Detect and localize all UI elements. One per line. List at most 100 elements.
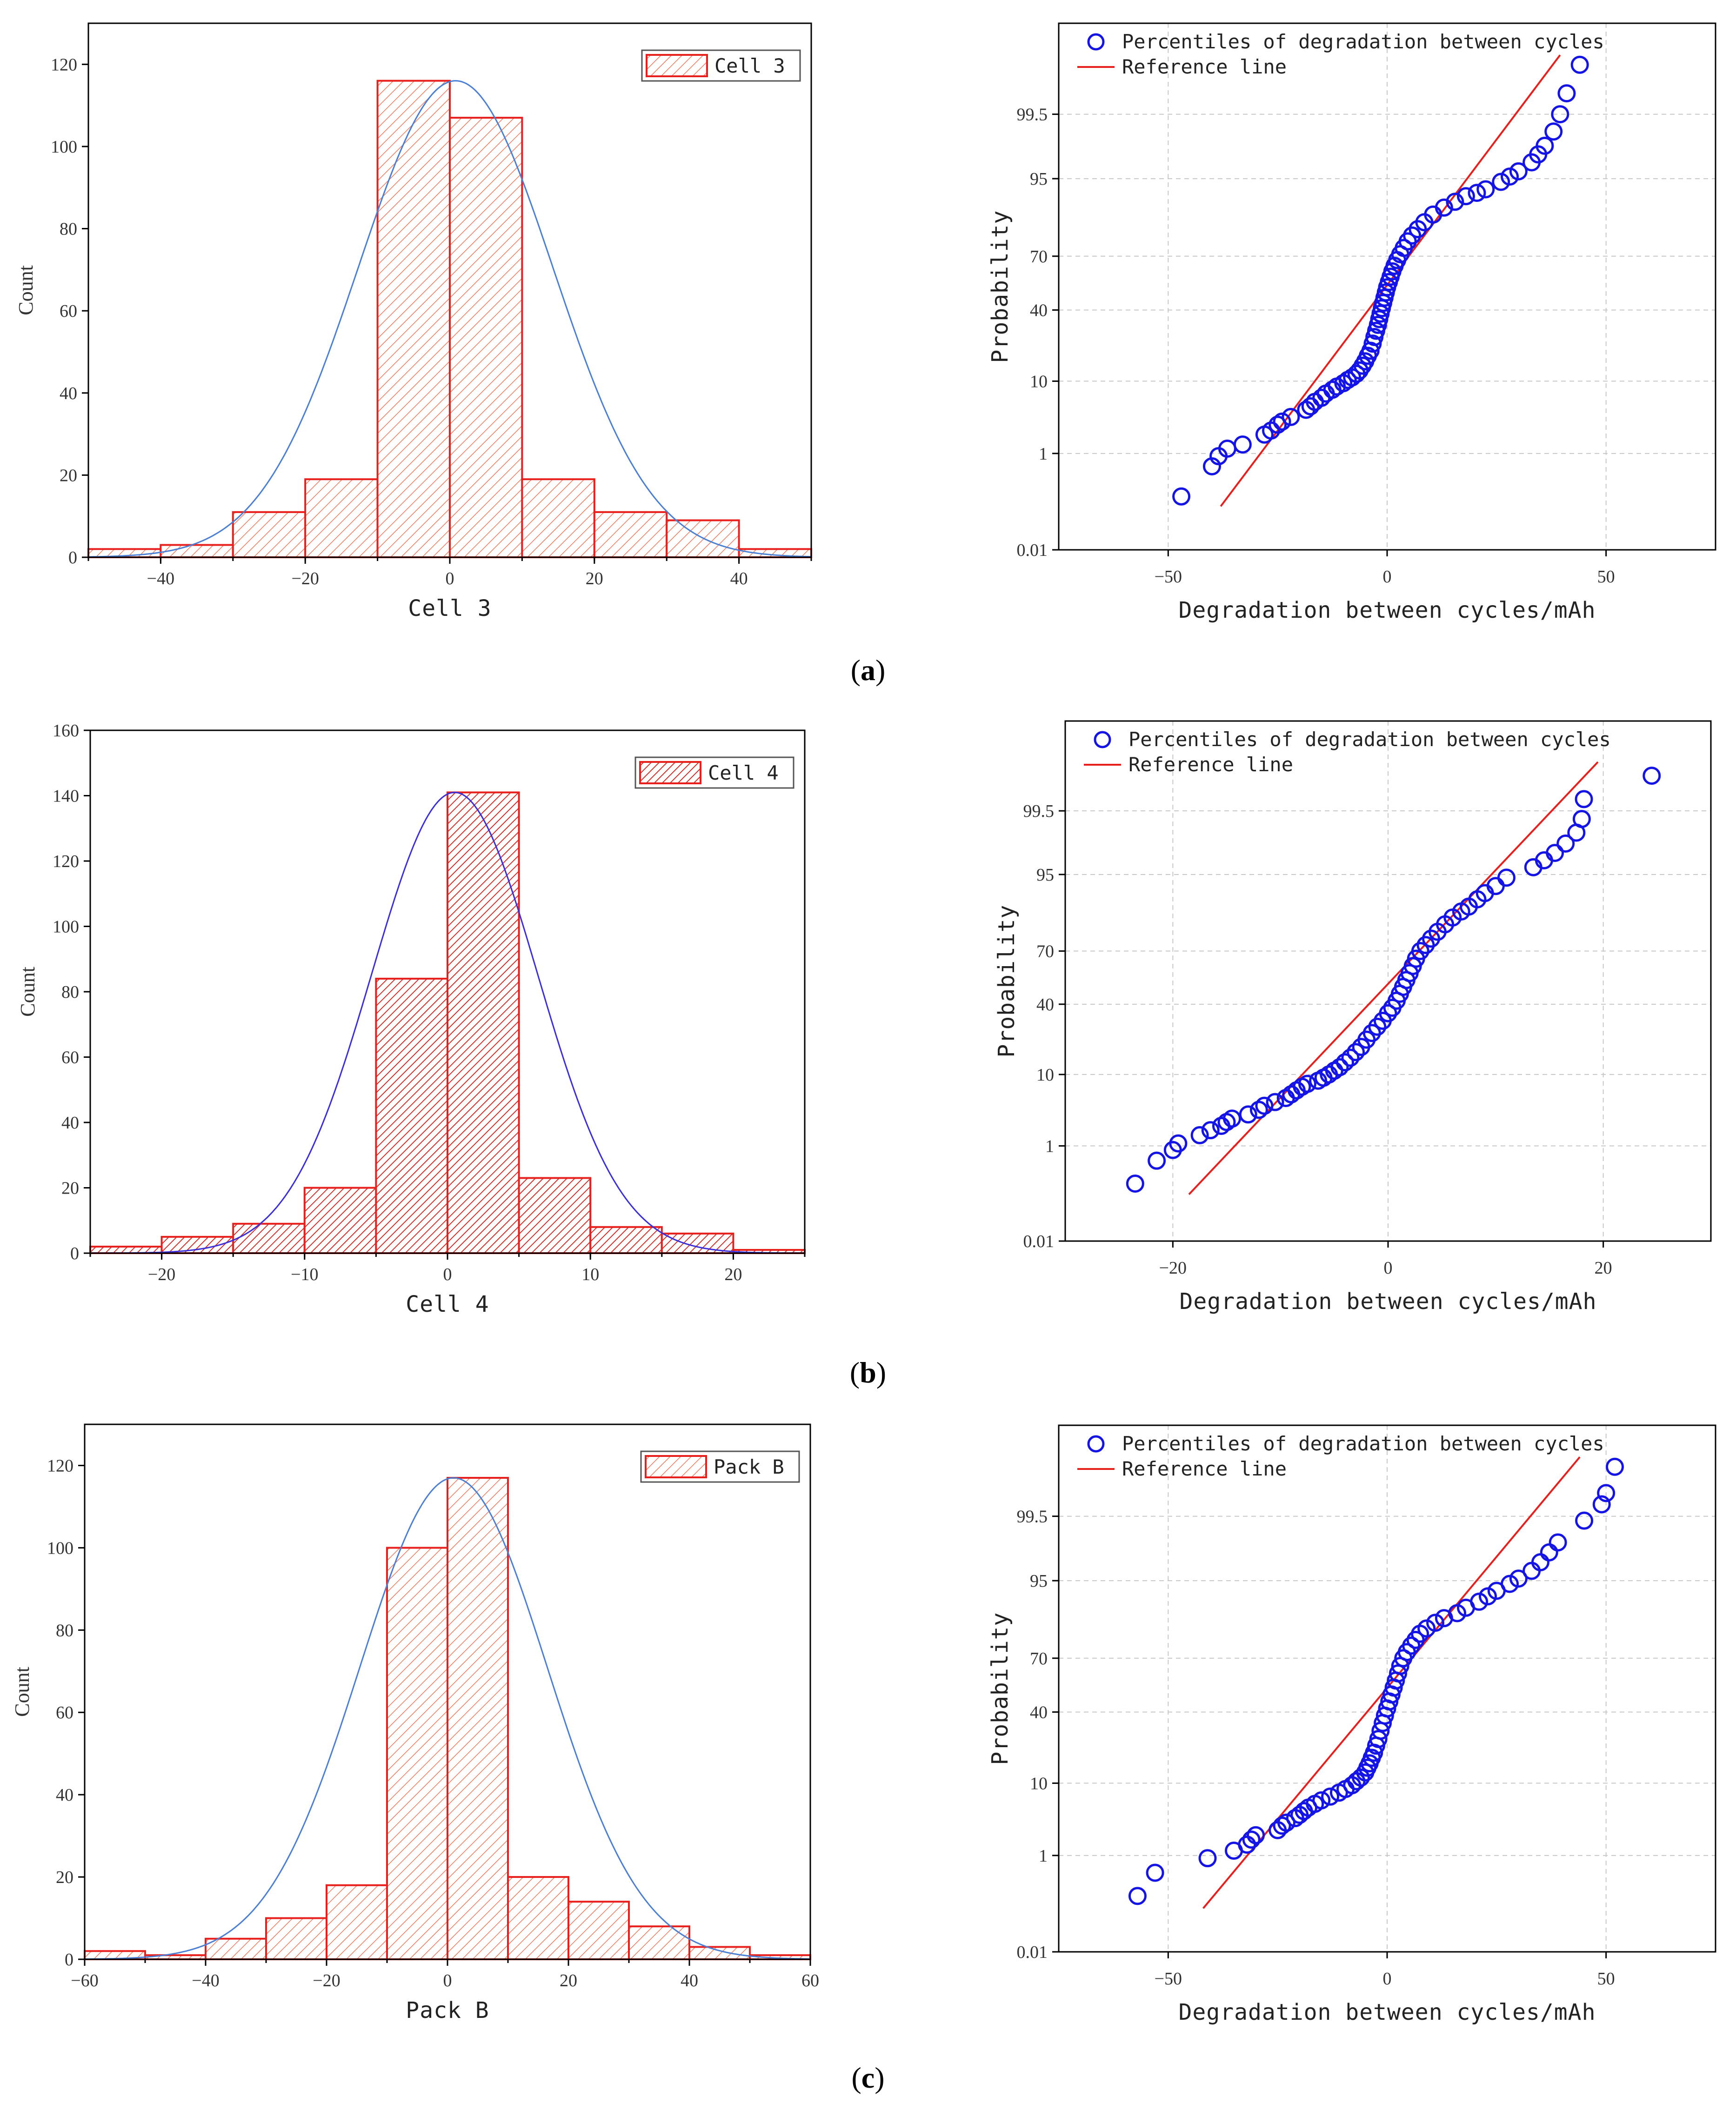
x-axis-label: Degradation between cycles/mAh	[1179, 1999, 1596, 2025]
data-point	[1446, 193, 1464, 211]
y-tick-label: 99.5	[1017, 1507, 1048, 1527]
y-tick-label: 160	[53, 721, 79, 741]
data-point	[1146, 1863, 1164, 1882]
data-point	[1556, 835, 1575, 853]
y-axis-label: Count	[16, 967, 39, 1017]
data-point	[1549, 1533, 1567, 1552]
data-point	[1551, 105, 1569, 124]
normal-fit-curve	[90, 791, 805, 1254]
data-point	[1298, 1075, 1316, 1093]
legend-marker-points	[1087, 33, 1105, 51]
y-tick-label: 120	[47, 1456, 73, 1476]
data-point	[1249, 1101, 1268, 1119]
probability-plot-b: −20 0 20 0.01 1 10 40 70 95 99.5 Degradation betwe…	[994, 720, 1712, 1315]
histogram-bar	[232, 1222, 306, 1254]
caption-b: (b)	[850, 1356, 886, 1389]
data-point	[1198, 1849, 1217, 1868]
data-point	[1468, 184, 1486, 202]
caption-a-letter: a	[861, 654, 875, 687]
y-tick-label: 100	[47, 1538, 73, 1558]
data-point	[1402, 1636, 1421, 1655]
y-tick-label: 70	[1036, 942, 1054, 962]
histogram-bar	[688, 1946, 751, 1960]
histogram-bar	[449, 117, 523, 559]
y-tick-label: 80	[60, 220, 77, 239]
y-tick-label: 40	[60, 384, 77, 403]
y-tick-label: 70	[1030, 247, 1048, 267]
x-tick-label: 40	[730, 569, 748, 588]
histogram-bar	[376, 80, 451, 559]
y-tick-label: 99.5	[1023, 801, 1055, 821]
data-point	[1605, 1457, 1624, 1476]
x-tick-label: 40	[681, 1971, 698, 1990]
x-tick-label: 20	[586, 569, 603, 588]
y-tick-label: 100	[51, 137, 77, 157]
data-point	[1379, 1004, 1397, 1022]
data-point	[1546, 844, 1564, 862]
legend-marker-points	[1094, 731, 1111, 748]
x-tick-label: −50	[1155, 567, 1182, 587]
legend-label: Cell 4	[708, 761, 779, 784]
x-tick-label: −20	[313, 1971, 340, 1990]
x-tick-label: 0	[1383, 1969, 1392, 1989]
data-point	[1242, 1830, 1261, 1849]
y-tick-label: 120	[51, 55, 77, 74]
y-axis-label: Probability	[987, 210, 1013, 363]
x-axis-label: Cell 3	[408, 595, 491, 621]
x-axis-label: Degradation between cycles/mAh	[1179, 597, 1596, 623]
data-point	[1470, 1592, 1489, 1611]
y-tick-label: 10	[1030, 372, 1048, 391]
data-point	[1570, 55, 1589, 74]
data-point	[1497, 868, 1516, 887]
data-point	[1335, 1053, 1354, 1072]
data-point	[1282, 407, 1300, 426]
histogram-bar	[628, 1925, 690, 1961]
data-point	[1536, 136, 1554, 155]
y-tick-label: 0	[68, 548, 77, 568]
data-point	[1597, 1484, 1616, 1502]
legend-swatch	[645, 1455, 707, 1478]
x-tick-label: 20	[724, 1265, 742, 1284]
histogram-cell-3: −40 −20 0 20 40 0 20 40 60 80 100 120 Cell 3 Count Cel…	[14, 22, 812, 621]
data-point	[1148, 1151, 1166, 1170]
legend-label-points: Percentiles of degradation between cycle…	[1122, 1432, 1604, 1455]
data-point	[1347, 1043, 1365, 1062]
histogram-bar	[507, 1876, 569, 1960]
y-tick-label: 0	[70, 1244, 79, 1263]
probability-plot-c: −50 0 50 0.01 1 10 40 70 95 99.5 Degradation betwe…	[987, 1424, 1716, 2025]
data-point	[1575, 1511, 1594, 1530]
data-point	[1501, 167, 1519, 186]
data-point	[1169, 1134, 1188, 1153]
data-point	[1201, 1121, 1220, 1140]
data-point	[1456, 187, 1475, 206]
data-point	[1592, 1495, 1611, 1514]
x-tick-label: −20	[148, 1265, 175, 1284]
histogram-bar	[447, 1477, 509, 1960]
probability-plot-a: −50 0 50 0.01 1 10 40 70 95 99.5 Degradation betwe…	[987, 22, 1716, 623]
data-point	[1540, 1543, 1558, 1562]
data-point	[1368, 1017, 1387, 1036]
data-point	[1509, 162, 1528, 180]
normal-fit-curve	[88, 80, 812, 558]
data-point	[1557, 84, 1576, 103]
reference-line	[1202, 1456, 1581, 1909]
data-point	[1341, 1048, 1360, 1067]
x-tick-label: −40	[147, 569, 174, 588]
data-point	[1347, 1772, 1366, 1790]
histogram-bar	[521, 478, 595, 558]
data-point	[1369, 1729, 1388, 1748]
y-tick-label: 10	[1036, 1065, 1054, 1085]
data-point	[1435, 198, 1453, 217]
y-tick-label: 95	[1036, 865, 1054, 885]
y-tick-label: 80	[61, 982, 79, 1002]
y-tick-label: 60	[60, 301, 77, 321]
legend-label-points: Percentiles of degradation between cycle…	[1128, 728, 1611, 751]
y-tick-label: 80	[56, 1621, 73, 1640]
caption-a: (a)	[851, 654, 886, 687]
data-point	[1277, 1813, 1295, 1832]
data-point	[1239, 1105, 1257, 1124]
x-tick-label: −50	[1155, 1969, 1182, 1989]
y-tick-label: 40	[61, 1113, 79, 1133]
y-tick-label: 40	[1030, 1703, 1048, 1722]
histogram-pack-b: −60 −40 −20 0 20 40 60 0 20 40 60 80 100 120 Pack B Cou…	[11, 1423, 819, 2023]
